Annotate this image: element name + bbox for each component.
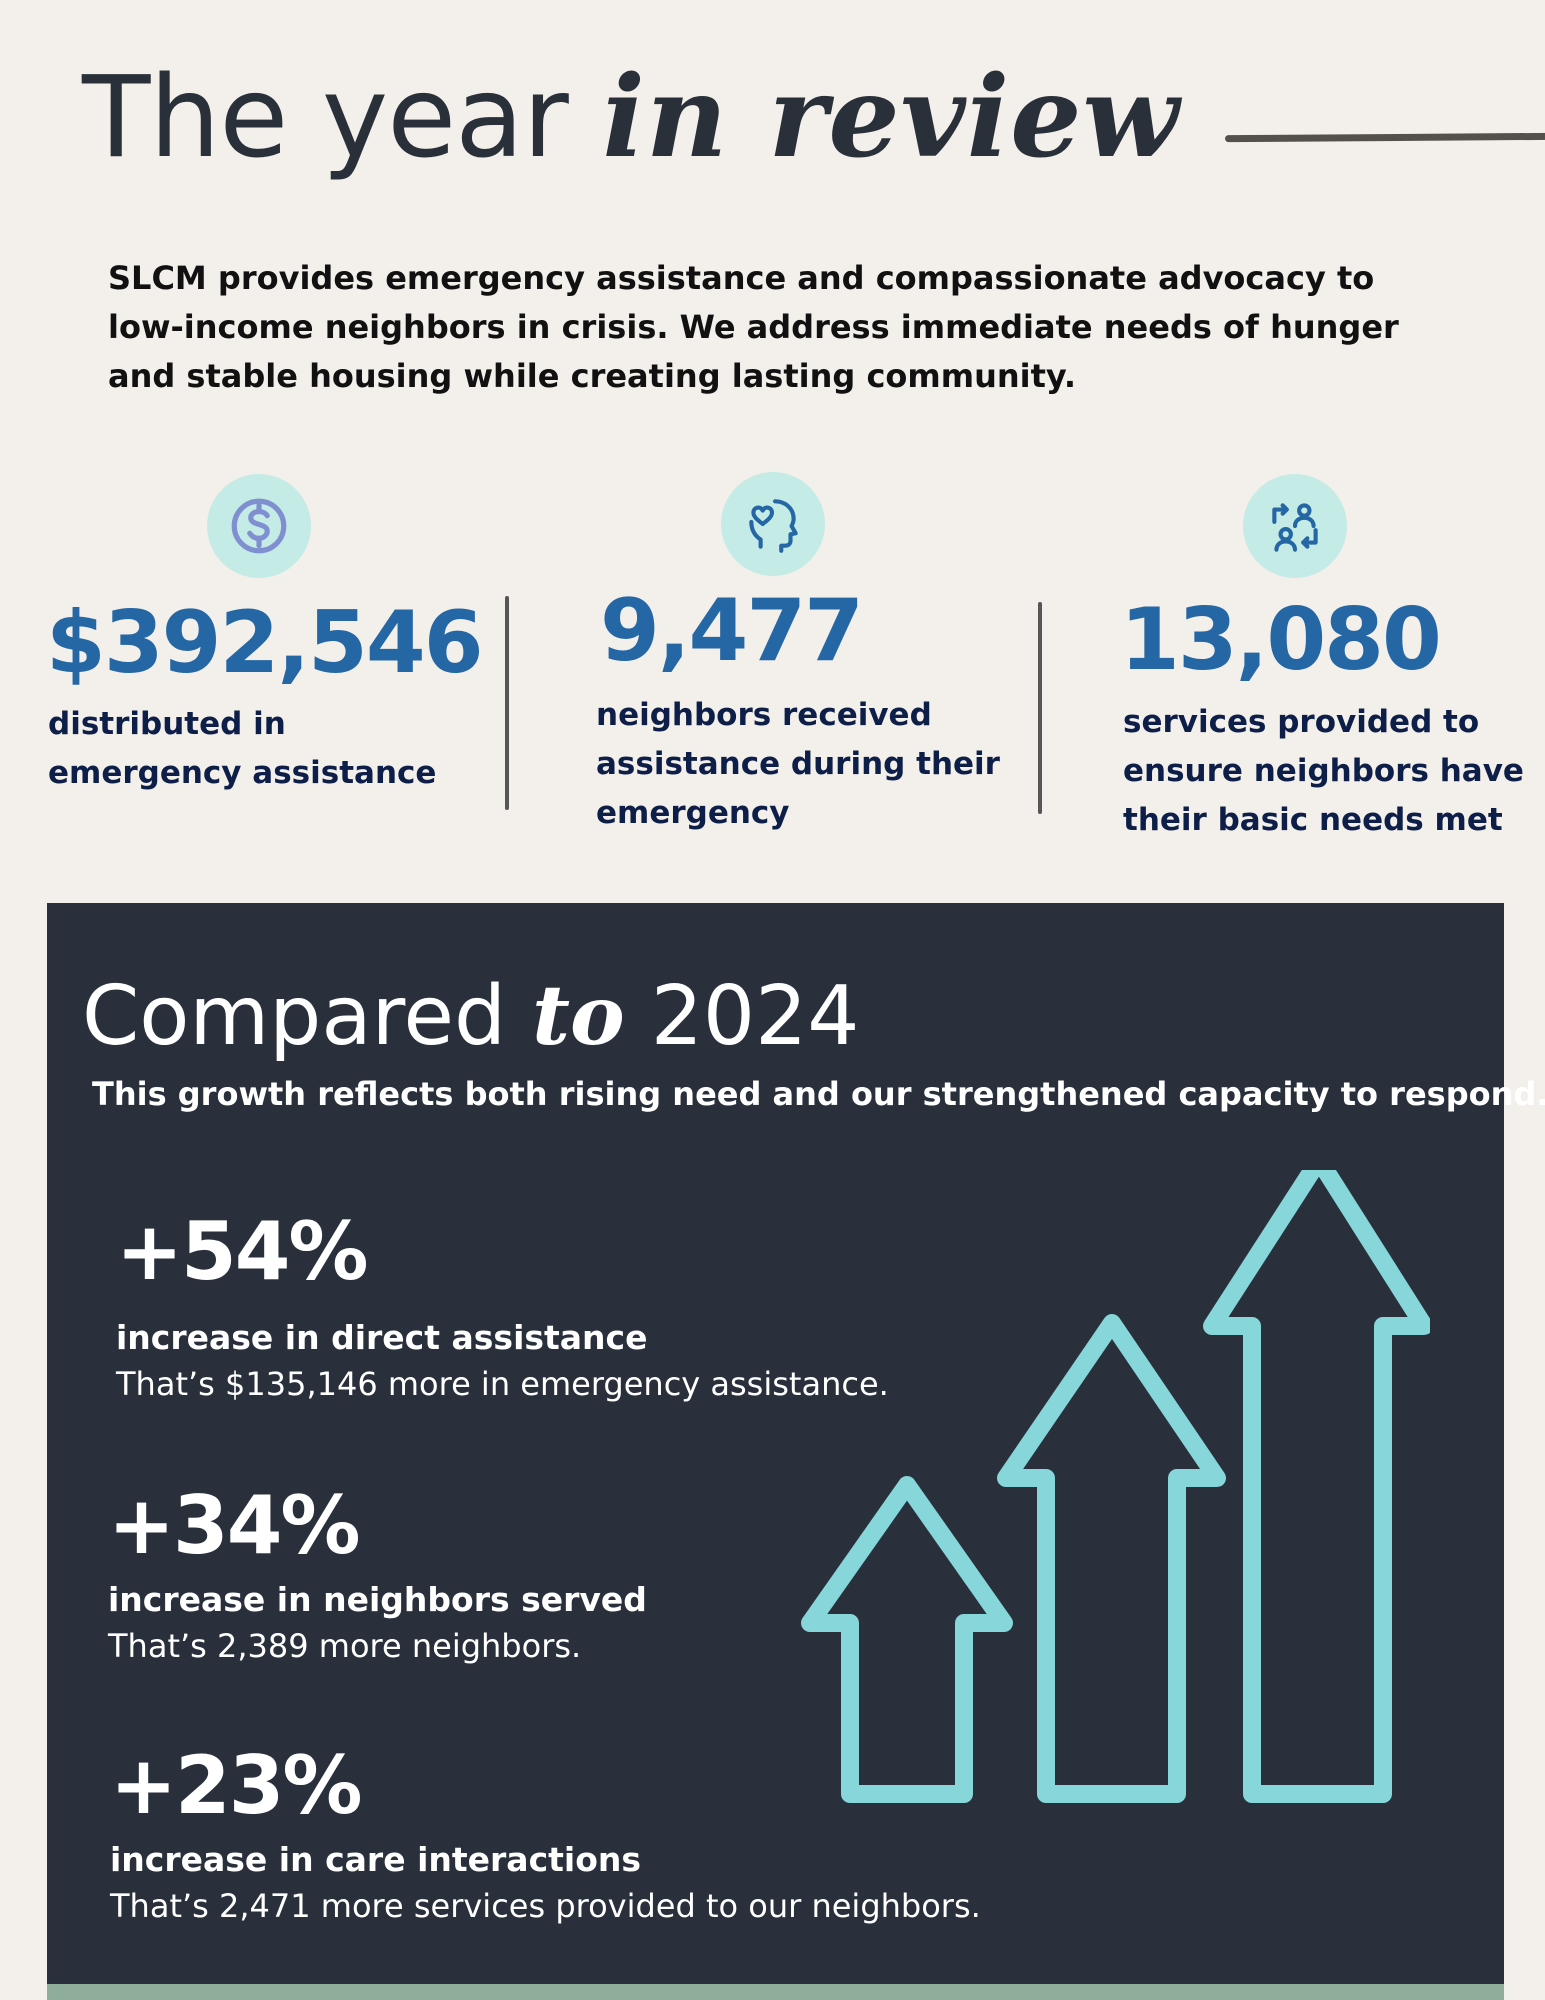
arrow-medium: [997, 1314, 1226, 1803]
stat-label-line: emergency: [596, 795, 790, 831]
stat-label-line: neighbors received: [596, 697, 932, 733]
stat-value-services: 13,080: [1120, 590, 1442, 690]
stat-label-line: assistance during their: [596, 746, 1000, 782]
comparison-title: Compared to 2024: [82, 975, 859, 1058]
percent-detail: That’s 2,389 more neighbors.: [108, 1627, 582, 1665]
stat-label-line: ensure neighbors have: [1123, 753, 1524, 789]
percent-label: increase in direct assistance: [116, 1318, 648, 1357]
intro-paragraph: SLCM provides emergency assistance and c…: [108, 259, 1399, 395]
title-script: in review: [602, 52, 1180, 183]
percent-value: +34%: [108, 1479, 361, 1572]
comparison-subtitle: This growth reflects both rising need an…: [92, 1075, 1545, 1113]
dollar-icon: [207, 474, 311, 578]
stat-label-line: emergency assistance: [48, 755, 437, 791]
stat-value-neighbors: 9,477: [600, 581, 864, 681]
people-exchange-icon: [1243, 474, 1347, 578]
percent-detail: That’s 2,471 more services provided to o…: [110, 1887, 981, 1925]
panel-bottom-band: [47, 1984, 1504, 2000]
comparison-title-script: to: [532, 968, 625, 1064]
comparison-item-neighbors: +34% increase in neighbors served That’s…: [108, 1479, 647, 1666]
growth-arrows-illustration: [801, 1170, 1430, 1803]
title-plain: The year: [82, 53, 569, 183]
stat-divider: [1038, 602, 1042, 814]
comparison-title-year: 2024: [650, 969, 860, 1064]
arrow-large: [1203, 1170, 1430, 1803]
percent-label: increase in care interactions: [110, 1840, 642, 1879]
comparison-panel: [47, 903, 1504, 2000]
percent-value: +54%: [116, 1205, 369, 1298]
percent-value: +23%: [110, 1739, 363, 1832]
heart-head-icon: [721, 472, 825, 576]
comparison-item-assistance: +54% increase in direct assistance That’…: [116, 1205, 889, 1404]
stat-label-neighbors: neighbors received assistance during the…: [596, 691, 1000, 838]
title-divider-line: [1224, 132, 1545, 143]
percent-detail: That’s $135,146 more in emergency assist…: [116, 1365, 889, 1403]
comparison-item-care: +23% increase in care interactions That’…: [110, 1739, 981, 1926]
stat-label-line: distributed in: [48, 706, 286, 742]
stat-label-line: services provided to: [1123, 704, 1480, 740]
stat-label-assistance: distributed in emergency assistance: [48, 700, 436, 798]
percent-label: increase in neighbors served: [108, 1580, 647, 1619]
arrow-small: [801, 1476, 1013, 1803]
stat-value-assistance: $392,546: [46, 593, 484, 693]
stat-divider: [505, 596, 509, 810]
stat-label-line: their basic needs met: [1123, 802, 1503, 838]
comparison-title-plain: Compared: [82, 969, 507, 1064]
stat-label-services: services provided to ensure neighbors ha…: [1123, 698, 1524, 845]
page-title: The year in review: [82, 62, 1180, 175]
